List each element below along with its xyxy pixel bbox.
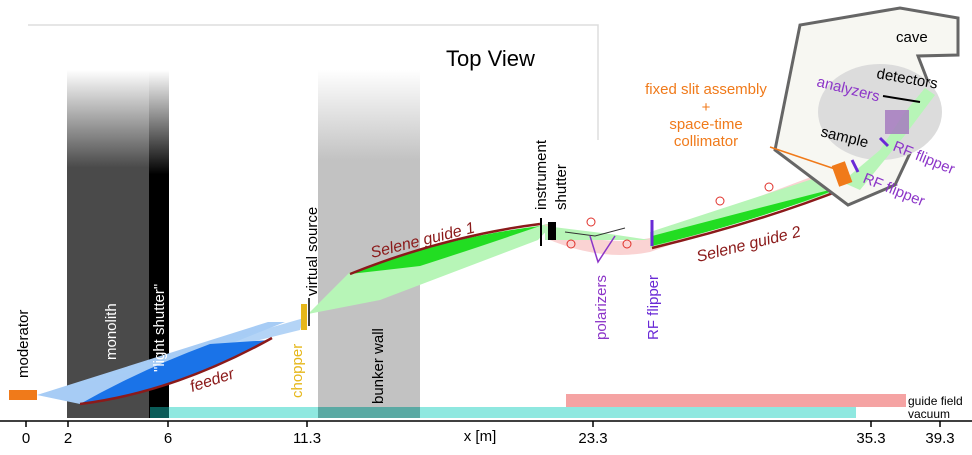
chopper-label: chopper (289, 344, 306, 398)
vacuum-bar-wall-section (318, 407, 420, 418)
monolith-block (67, 70, 149, 418)
light-shutter-block (149, 70, 169, 418)
light-shutter-label: "light shutter" (151, 284, 168, 372)
top-view-frame (28, 24, 599, 140)
rf-flipper-guide-label: RF flipper (645, 275, 662, 340)
x-axis-ticks (25, 421, 941, 427)
fixed-slit-pointer (769, 146, 839, 171)
x-tick-23-3: 23.3 (578, 430, 607, 447)
top-view-title: Top View (446, 46, 535, 71)
virtual-source-label: virtual source (304, 207, 321, 296)
beam-bunker (308, 222, 555, 314)
fixed-slit-block (831, 161, 853, 187)
selene-guide-2-wall (651, 186, 847, 250)
x-tick-35-3: 35.3 (856, 430, 885, 447)
vacuum-bar (150, 407, 856, 418)
beam-upstream-fan (37, 318, 304, 395)
x-axis-label: x [m] (464, 428, 497, 445)
instrument-shutter-label-2: shutter (553, 164, 570, 210)
selene-guide-1 (350, 226, 540, 274)
instrument-shutter-block (548, 222, 556, 240)
monolith-label: monolith (103, 303, 120, 360)
x-tick-39-3: 39.3 (925, 430, 954, 447)
beam-cave (842, 88, 935, 190)
selene-guide-2 (652, 186, 845, 246)
rf-flipper-cave-2 (878, 136, 890, 148)
beam-polarizer-zone (545, 226, 650, 240)
vacuum-bar-shutter-section (150, 407, 169, 418)
fixed-slit-label-4: collimator (674, 133, 738, 150)
x-tick-0: 0 (22, 430, 30, 447)
bunker-wall-block (318, 70, 420, 418)
x-tick-6: 6 (164, 430, 172, 447)
chopper-block (301, 304, 307, 330)
polarizer-mirrors (564, 227, 626, 237)
detector-area (818, 64, 942, 160)
guide-field-label: guide field (908, 394, 963, 408)
guide-field-bar (566, 394, 906, 407)
polarizers-label: polarizers (593, 275, 610, 340)
x-tick-11-3: 11.3 (293, 430, 321, 447)
fixed-slit-label-3: space-time (669, 116, 742, 133)
bunker-wall-label: bunker wall (370, 328, 387, 404)
cave-label: cave (896, 29, 928, 46)
moderator-label: moderator (15, 310, 32, 378)
detector-line (882, 95, 921, 103)
polarizers-pointer (589, 235, 616, 264)
vacuum-label: vacuum (908, 407, 950, 421)
analyzer-block (885, 110, 909, 134)
moderator-block (9, 390, 37, 400)
instrument-shutter-label-1: instrument (533, 139, 550, 210)
feeder-wall (79, 336, 273, 406)
x-tick-2: 2 (64, 430, 72, 447)
selene-guide-1-wall (349, 222, 541, 276)
feeder-guide (80, 340, 270, 404)
rf-flipper-cave-1 (850, 159, 860, 173)
fixed-slit-label-2: + (702, 99, 711, 116)
fixed-slit-label-1: fixed slit assembly (645, 81, 767, 98)
